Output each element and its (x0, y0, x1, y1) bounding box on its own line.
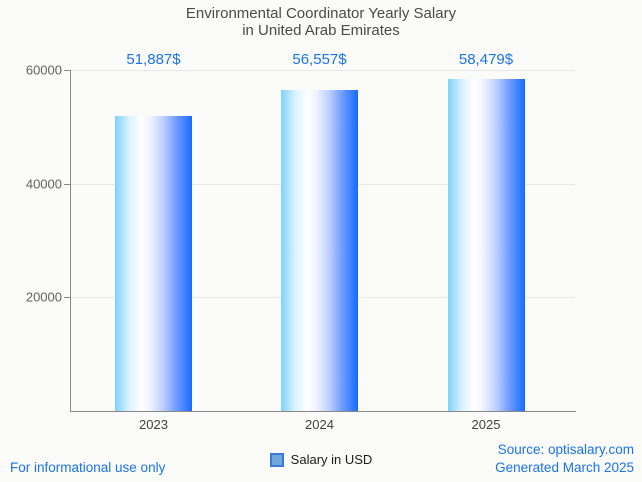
x-axis-label-2023: 2023 (139, 417, 168, 432)
gridline-60000 (70, 70, 575, 71)
y-tick-mark (64, 70, 70, 71)
value-label-2025: 58,479$ (458, 51, 514, 68)
chart-title-line1: Environmental Coordinator Yearly Salary (185, 5, 457, 22)
value-label-2023: 51,887$ (126, 51, 181, 68)
y-axis-label: 60000 (25, 62, 62, 78)
disclaimer-text: For informational use only (10, 460, 166, 475)
bar-2023[interactable] (115, 116, 192, 411)
x-axis-label-2024: 2024 (305, 417, 334, 432)
x-axis-label-2025: 2025 (471, 417, 501, 432)
y-axis-label: 40000 (25, 176, 62, 192)
source-line: Source: optisalary.com (497, 442, 634, 457)
chart-title-line2: in United Arab Emirates (242, 22, 400, 39)
source-note: Source: optisalary.com Generated March 2… (495, 441, 634, 477)
generated-line: Generated March 2025 (495, 460, 634, 475)
y-tick-mark (64, 183, 70, 185)
bar-2024[interactable] (281, 89, 358, 411)
legend-label: Salary in USD (290, 452, 373, 467)
y-axis-label: 20000 (25, 289, 62, 305)
plot-area (70, 70, 576, 412)
chart-title: Environmental Coordinator Yearly Salary … (0, 5, 642, 39)
legend: Salary in USD (0, 452, 642, 467)
y-tick-mark (64, 297, 70, 299)
bar-2025[interactable] (447, 78, 525, 411)
value-label-2024: 56,557$ (292, 51, 347, 68)
legend-swatch-icon (269, 452, 284, 467)
